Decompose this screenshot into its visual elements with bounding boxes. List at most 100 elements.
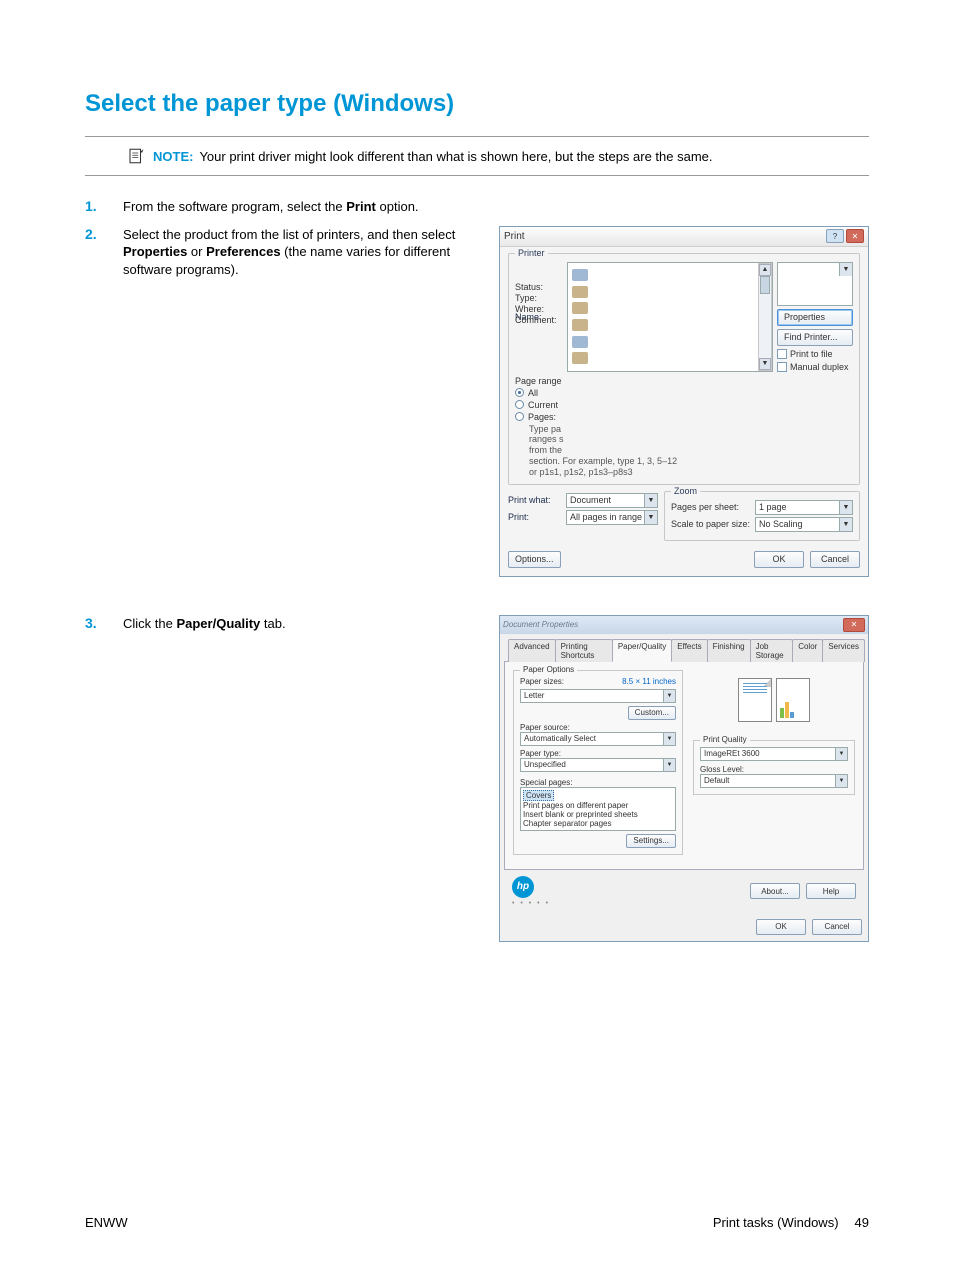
scroll-down-icon[interactable]: ▼	[759, 358, 771, 370]
printer-icon	[572, 352, 588, 364]
value: ImageREt 3600	[704, 749, 760, 758]
tab-job-storage[interactable]: Job Storage	[750, 639, 794, 662]
dialog-title: Print	[504, 231, 525, 242]
note-icon	[127, 147, 145, 165]
legend: Paper Options	[520, 665, 577, 674]
pages-per-sheet-select[interactable]: 1 page ▼	[755, 500, 853, 515]
txt: or	[187, 244, 206, 259]
print-quality-select[interactable]: ImageREt 3600 ▼	[700, 747, 848, 761]
options-button[interactable]: Options...	[508, 551, 561, 568]
value: Default	[704, 776, 729, 785]
scale-select[interactable]: No Scaling▼	[755, 517, 853, 532]
txt: Click the	[123, 616, 176, 631]
custom-button[interactable]: Custom...	[628, 706, 676, 720]
print-select[interactable]: All pages in range▼	[566, 510, 658, 525]
label: Print to file	[790, 349, 833, 359]
page-number: 49	[855, 1215, 869, 1230]
txt: tab.	[260, 616, 285, 631]
find-printer-button[interactable]: Find Printer...	[777, 329, 853, 346]
dialog-titlebar: Document Properties ✕	[500, 616, 868, 634]
properties-dialog: Document Properties ✕ Advanced Printing …	[499, 615, 869, 942]
chevron-down-icon: ▼	[835, 748, 847, 760]
chevron-down-icon: ▼	[663, 759, 675, 771]
list-item[interactable]: Insert blank or preprinted sheets	[523, 810, 673, 819]
print-quality-fieldset: Print Quality ImageREt 3600▼ Gloss Level…	[693, 740, 855, 795]
legend: Printer	[515, 248, 548, 258]
gloss-label: Gloss Level:	[700, 765, 848, 774]
cancel-button[interactable]: Cancel	[812, 919, 862, 935]
scroll-thumb[interactable]	[760, 276, 770, 294]
sheet-preview	[738, 678, 772, 722]
tab-effects[interactable]: Effects	[671, 639, 707, 662]
dialog-titlebar: Print ? ✕	[500, 227, 868, 247]
help-text: from the	[529, 445, 562, 455]
tab-shortcuts[interactable]: Printing Shortcuts	[555, 639, 613, 662]
txt: Select the product from the list of prin…	[123, 227, 455, 242]
txt: From the software program, select the	[123, 199, 346, 214]
chevron-down-icon: ▼	[839, 263, 852, 276]
pages-per-sheet-label: Pages per sheet:	[671, 502, 751, 512]
print-to-file-checkbox[interactable]: Print to file	[777, 349, 853, 359]
scroll-up-icon[interactable]: ▲	[759, 264, 771, 276]
footer-left: ENWW	[85, 1215, 128, 1230]
scrollbar[interactable]: ▲ ▼	[758, 263, 772, 371]
chevron-down-icon: ▼	[839, 518, 852, 531]
help-icon[interactable]: ?	[826, 229, 844, 243]
current-radio[interactable]	[515, 400, 524, 409]
paper-options-fieldset: Paper Options Paper sizes: 8.5 × 11 inch…	[513, 670, 683, 855]
tab-paper-quality[interactable]: Paper/Quality	[612, 639, 672, 662]
close-icon[interactable]: ✕	[846, 229, 864, 243]
label: All	[528, 388, 538, 398]
paper-type-label: Paper type:	[520, 749, 676, 758]
pages-radio[interactable]	[515, 412, 524, 421]
page-title: Select the paper type (Windows)	[85, 90, 869, 118]
txt-bold: Print	[346, 199, 376, 214]
paper-size-select[interactable]: Letter▼	[520, 689, 676, 703]
tab-advanced[interactable]: Advanced	[508, 639, 556, 662]
gloss-select[interactable]: Default▼	[700, 774, 848, 788]
page-range-label: Page range	[515, 376, 853, 386]
dialog-title: Document Properties	[503, 620, 578, 629]
about-button[interactable]: About...	[750, 883, 800, 899]
properties-button[interactable]: Properties	[777, 309, 853, 326]
txt-bold: Paper/Quality	[176, 616, 260, 631]
legend: Print Quality	[700, 735, 750, 744]
special-pages-list[interactable]: Covers Print pages on different paper In…	[520, 787, 676, 831]
printer-icon	[572, 269, 588, 281]
printer-fieldset: Printer Name:	[508, 253, 860, 485]
cancel-button[interactable]: Cancel	[810, 551, 860, 568]
printer-icon	[572, 336, 588, 348]
list-item[interactable]: Print pages on different paper	[523, 801, 673, 810]
chevron-down-icon: ▼	[839, 501, 852, 514]
paper-type-select[interactable]: Unspecified▼	[520, 758, 676, 772]
tabs: Advanced Printing Shortcuts Paper/Qualit…	[504, 638, 864, 662]
print-what-select[interactable]: Document▼	[566, 493, 658, 508]
close-icon[interactable]: ✕	[843, 618, 865, 632]
txt: option.	[376, 199, 419, 214]
manual-duplex-checkbox[interactable]: Manual duplex	[777, 362, 853, 372]
settings-button[interactable]: Settings...	[626, 834, 676, 848]
printer-icon	[572, 286, 588, 298]
label: Current	[528, 400, 558, 410]
value: 1 page	[759, 502, 787, 512]
list-item[interactable]: Chapter separator pages	[523, 819, 673, 828]
ok-button[interactable]: OK	[754, 551, 804, 568]
printer-icon	[572, 302, 588, 314]
tab-finishing[interactable]: Finishing	[707, 639, 751, 662]
help-button[interactable]: Help	[806, 883, 856, 899]
paper-source-select[interactable]: Automatically Select▼	[520, 732, 676, 746]
printer-list[interactable]	[568, 263, 758, 371]
step-number: 2.	[85, 226, 123, 242]
type-label: Type:	[515, 293, 557, 303]
step-text: Click the Paper/Quality tab.	[123, 615, 286, 633]
print-label: Print:	[508, 512, 562, 522]
note-label: NOTE:	[153, 149, 193, 164]
printer-dropdown-arrow[interactable]: ▼	[777, 262, 853, 306]
sheet-preview	[776, 678, 810, 722]
all-radio[interactable]	[515, 388, 524, 397]
tab-services[interactable]: Services	[822, 639, 865, 662]
list-item[interactable]: Covers	[523, 790, 554, 801]
tab-color[interactable]: Color	[792, 639, 823, 662]
ok-button[interactable]: OK	[756, 919, 806, 935]
step-2-row: 2. Select the product from the list of p…	[85, 226, 869, 577]
